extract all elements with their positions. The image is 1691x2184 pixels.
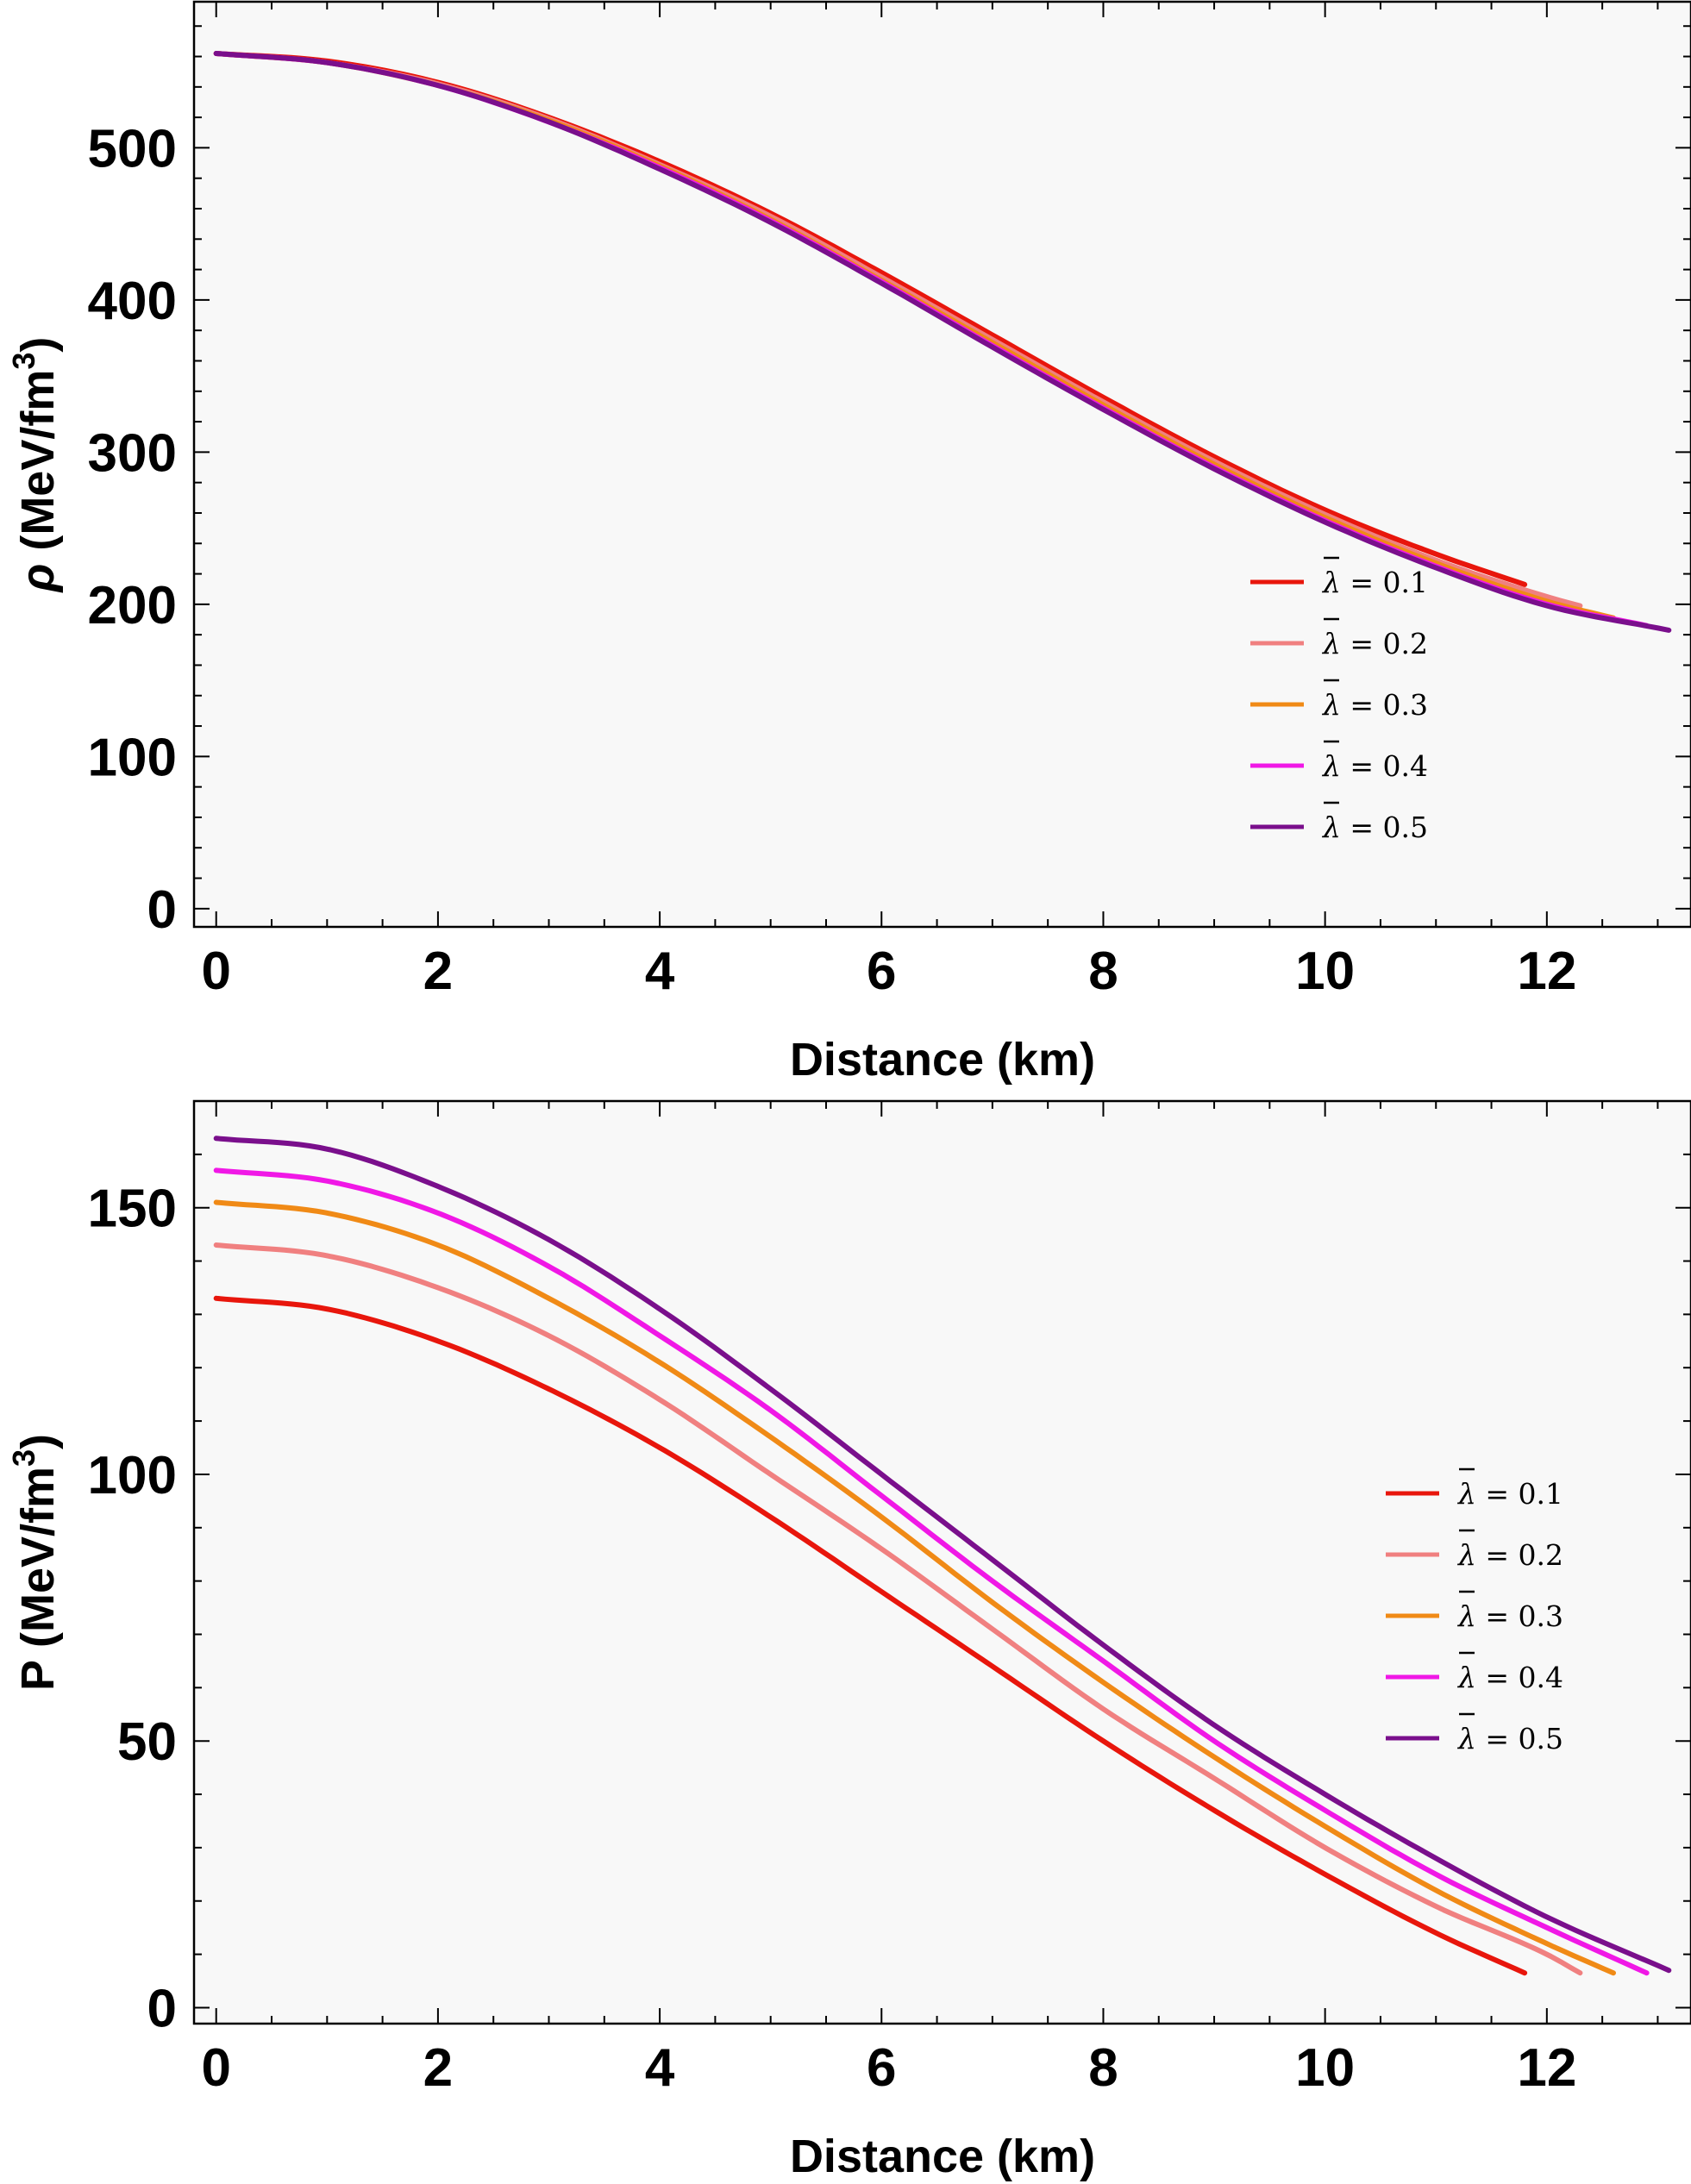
y-tick-label: 300 (88, 423, 177, 483)
y-axis-symbol: P (12, 1661, 64, 1691)
y-tick-label: 100 (88, 1446, 177, 1505)
legend-value: = 0.4 (1476, 1661, 1563, 1694)
legend-label-3: λ = 0.3 (1456, 1599, 1563, 1633)
x-tick-label: 8 (1088, 2038, 1118, 2098)
x-tick-label: 10 (1295, 2038, 1355, 2098)
legend-value: = 0.2 (1341, 627, 1428, 660)
x-tick-label: 10 (1295, 942, 1355, 1001)
pressure-panel: 0 2 4 6 8 10 12 0 50 100 150 Distance (km) P (MeV/fm… (6, 1099, 1691, 2182)
x-tick-label: 8 (1088, 942, 1118, 1001)
series-line-1 (213, 1295, 1528, 1976)
x-axis-title: Distance (km) (790, 2131, 1095, 2182)
y-tick-label: 150 (88, 1180, 177, 1239)
legend-symbol: λ (1321, 627, 1341, 660)
legend-symbol: λ (1456, 1538, 1476, 1572)
legend-label-3: λ = 0.3 (1321, 688, 1428, 722)
x-axis-title: Distance (km) (790, 1034, 1095, 1086)
x-tick-label: 0 (201, 942, 230, 1001)
x-tick-label: 4 (645, 2038, 675, 2098)
legend-value: = 0.2 (1476, 1538, 1563, 1572)
plot-frame (192, 1099, 1691, 2025)
x-tick-label: 4 (645, 942, 675, 1001)
y-tick-label: 0 (147, 880, 177, 940)
plot-area (194, 2, 1691, 927)
legend-label-4: λ = 0.4 (1456, 1661, 1563, 1694)
y-axis-unit-close: ) (12, 337, 64, 353)
x-tick-label: 6 (867, 942, 896, 1001)
legend-value: = 0.5 (1341, 810, 1428, 844)
y-axis-unit-close: ) (12, 1434, 64, 1449)
y-axis-unit-exponent: 3 (6, 353, 41, 370)
legend-label-5: λ = 0.5 (1456, 1722, 1563, 1755)
legend-value: = 0.1 (1341, 566, 1428, 599)
legend-symbol: λ (1321, 810, 1341, 844)
legend-value: = 0.3 (1476, 1599, 1563, 1633)
y-axis-unit-exponent: 3 (6, 1449, 41, 1467)
legend-symbol: λ (1456, 1599, 1476, 1633)
y-tick-label: 500 (88, 119, 177, 178)
y-tick-label: 400 (88, 272, 177, 331)
y-axis-unit: (MeV/fm (12, 1467, 64, 1661)
x-tick-label: 0 (201, 2038, 230, 2098)
x-tick-label: 2 (423, 942, 453, 1001)
legend: λ = 0.1λ = 0.2λ = 0.3λ = 0.4λ = 0.5 (1250, 556, 1428, 844)
legend-label-4: λ = 0.4 (1321, 749, 1428, 783)
series-line-2 (213, 1242, 1583, 1976)
series-line-4 (213, 1167, 1650, 1976)
legend-value: = 0.5 (1476, 1722, 1563, 1755)
legend-value: = 0.1 (1476, 1477, 1563, 1511)
legend-value: = 0.3 (1341, 688, 1428, 722)
legend-symbol: λ (1321, 749, 1341, 783)
legend-symbol: λ (1456, 1661, 1476, 1694)
y-tick-label: 200 (88, 576, 177, 635)
y-axis-title: ρ (MeV/fm3) (6, 337, 64, 594)
legend-value: = 0.4 (1341, 749, 1428, 783)
legend-symbol: λ (1456, 1477, 1476, 1511)
density-panel: 0 2 4 6 8 10 12 0 100 200 300 400 500 Distance (km) ρ … (6, 0, 1691, 1086)
legend-symbol: λ (1456, 1722, 1476, 1755)
y-tick-label: 100 (88, 728, 177, 787)
legend-label-1: λ = 0.1 (1321, 566, 1428, 599)
y-axis-title: P (MeV/fm3) (6, 1434, 64, 1691)
legend-label-1: λ = 0.1 (1456, 1477, 1563, 1511)
legend-label-2: λ = 0.2 (1456, 1538, 1563, 1572)
legend: λ = 0.1λ = 0.2λ = 0.3λ = 0.4λ = 0.5 (1386, 1467, 1563, 1755)
plot-frame (192, 0, 1691, 929)
y-tick-label: 0 (147, 1979, 177, 2038)
x-tick-label: 6 (867, 2038, 896, 2098)
x-tick-label: 2 (423, 2038, 453, 2098)
legend-symbol: λ (1321, 566, 1341, 599)
legend-label-5: λ = 0.5 (1321, 810, 1428, 844)
x-tick-label: 12 (1517, 2038, 1576, 2098)
y-tick-label: 50 (117, 1712, 177, 1772)
legend-label-2: λ = 0.2 (1321, 627, 1428, 660)
series-line-3 (213, 1199, 1616, 1976)
legend-symbol: λ (1321, 688, 1341, 722)
x-tick-label: 12 (1517, 942, 1576, 1001)
series-line-5 (213, 1136, 1672, 1974)
y-axis-symbol: ρ (12, 564, 64, 594)
y-axis-unit: (MeV/fm (12, 370, 64, 564)
series-line-5 (213, 51, 1672, 633)
